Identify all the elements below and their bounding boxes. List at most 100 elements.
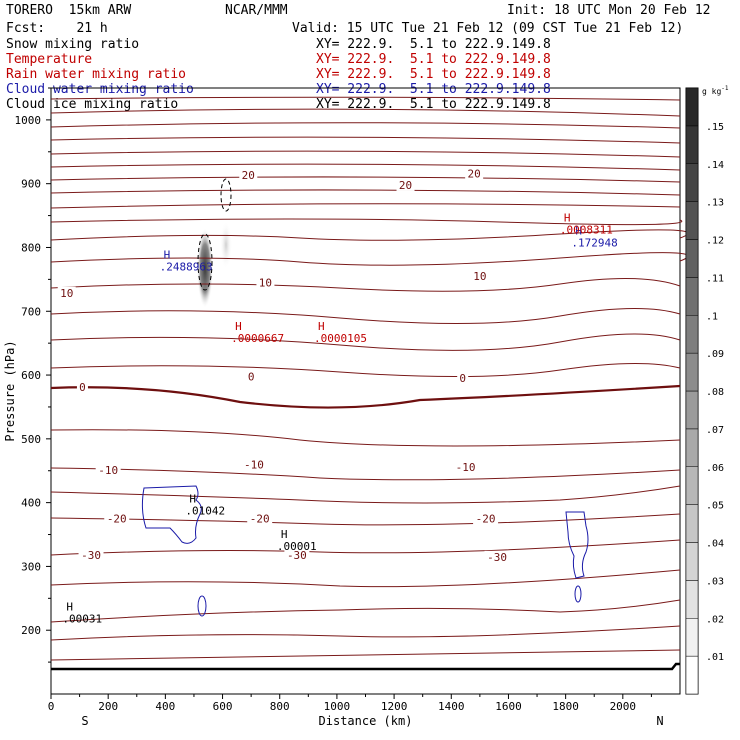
temperature-label-bg [457,372,469,385]
temperature-label: -20 [476,513,496,526]
temperature-label-bg [245,370,257,383]
legend-snow-xy: XY= 222.9. 5.1 to 222.9.149.8 [316,37,551,52]
legend-cloud-water-xy: XY= 222.9. 5.1 to 222.9.149.8 [316,82,551,97]
legend-temperature-xy: XY= 222.9. 5.1 to 222.9.149.8 [316,52,551,67]
colorbar-swatch [685,504,699,543]
temperature-label-bg [473,512,499,525]
maximum-marker: H [564,212,571,225]
temperature-label: -30 [487,551,507,564]
axes: 0 200 400 600 800 1000 1200 1400 1600 1800 2000200… [3,87,664,728]
x-tick-label: 1200 [381,700,408,713]
isotherm [50,308,681,325]
maximum-value: .01042 [185,504,225,517]
colorbar-unit: g kg-1 [702,85,729,96]
temperature-label-bg [76,381,88,394]
temperature-label: -20 [107,513,127,526]
legend-rain-xy: XY= 222.9. 5.1 to 222.9.149.8 [316,67,551,82]
isotherm-lines [50,96,689,661]
colorbar-swatch [685,655,699,695]
y-tick-label: 600 [21,369,41,382]
isotherm [50,252,689,266]
temperature-label: 0 [79,381,86,394]
legend-cloud-ice-xy: XY= 222.9. 5.1 to 222.9.149.8 [316,97,551,112]
y-tick-label: 200 [21,624,41,637]
maximum-marker: H [235,320,242,333]
y-tick-label: 700 [21,305,41,318]
temperature-label-bg [453,460,479,473]
isotherm [50,539,681,556]
temperature-label-bg [484,550,510,563]
isotherm [50,278,681,292]
colorbar-swatch [685,466,699,505]
colorbar-tick-label: .07 [706,425,724,436]
legend-snow-label: Snow mixing ratio [6,37,140,52]
temperature-label: -10 [98,464,118,477]
x-tick-label: 200 [98,700,118,713]
surface-line [51,662,680,671]
colorbar-swatch [685,542,699,581]
isotherm [50,625,681,641]
maximum-marker: H [318,320,325,333]
colorbar-swatch [685,201,699,240]
maximum-marker: H [281,528,288,541]
colorbar-tick-label: .1 [706,311,718,322]
y-axis-label: Pressure (hPa) [3,340,17,441]
temperature-label: -20 [250,513,270,526]
isotherm [50,513,681,526]
temperature-label: -30 [287,549,307,562]
isotherm [50,569,681,588]
y-tick-label: 500 [21,433,41,446]
x-tick-label: 1600 [495,700,522,713]
isotherm [50,467,681,481]
temperature-label-bg [104,512,130,525]
isotherm [50,150,681,158]
temperature-labels: -30 -30 -30 -20 -20 -20 -10 -10 -10 0 0 0 10 10 10 20 20… [57,167,510,564]
isotherm [50,429,681,447]
temperature-label-bg [284,548,310,561]
isotherm [50,485,681,504]
isotherm [50,649,681,661]
temperature-label-bg [57,286,76,299]
colorbar-swatch [685,390,699,430]
temperature-label: -10 [244,458,264,471]
isotherm [50,108,681,117]
temperature-label: 0 [248,370,255,383]
colorbar-tick-label: .14 [706,160,724,171]
colorbar-unit-exponent: -1 [721,85,729,92]
cloud-water-contour [565,511,589,579]
colorbar-tick-label: .15 [706,122,724,133]
y-tick-label: 900 [21,178,41,191]
north-label: N [656,714,663,728]
temperature-label: 10 [259,277,272,290]
temperature-label: -10 [456,461,476,474]
snow-weak-shading [220,221,232,269]
maximum-value: .2488963 [160,261,213,274]
colorbar-tick-label: .09 [706,349,724,360]
cloud-water-contour [141,485,202,544]
colorbar-swatch [685,239,699,278]
colorbar-tick-label: .13 [706,198,724,209]
isotherm [50,599,681,623]
snow-contour [220,178,232,212]
colorbar-swatch [685,87,699,127]
x-tick-label: 0 [48,700,55,713]
temperature-label: 20 [468,167,481,180]
colorbar-swatch [685,352,699,392]
colorbar-tick-label: .12 [706,236,724,247]
isotherm [50,176,681,183]
colorbar-tick-label: .01 [706,652,724,663]
temperature-label: -30 [81,549,101,562]
legend-temperature-label: Temperature [6,52,93,67]
temperature-label-bg [239,168,258,181]
snow-core-shading [197,228,213,308]
x-tick-label: 1400 [438,700,465,713]
colorbar-swatch [685,315,699,354]
cloud-water-contour [574,585,582,603]
legend-cloud-water-label: Cloud water mixing ratio [6,82,194,97]
colorbar-swatch [685,125,699,164]
colorbar-swatch [685,163,699,202]
x-tick-label: 600 [213,700,233,713]
x-tick-label: 1000 [324,700,351,713]
isotherm [50,333,681,351]
